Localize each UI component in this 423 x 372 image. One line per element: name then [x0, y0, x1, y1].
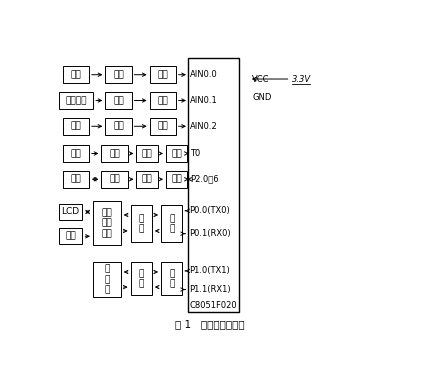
Text: 调理: 调理: [113, 70, 124, 79]
Text: 滤波: 滤波: [109, 149, 120, 158]
Bar: [150, 118, 176, 135]
Text: 光
隔: 光 隔: [139, 214, 144, 233]
Bar: [63, 118, 89, 135]
Text: P1.1(RX1): P1.1(RX1): [190, 285, 231, 294]
Text: 温度: 温度: [71, 70, 81, 79]
Text: VCC: VCC: [252, 74, 270, 83]
Bar: [102, 171, 128, 188]
Bar: [105, 118, 132, 135]
Bar: [150, 66, 176, 83]
Text: 放大: 放大: [157, 96, 168, 105]
Text: 风速: 风速: [71, 149, 81, 158]
Text: AIN0.2: AIN0.2: [190, 122, 218, 131]
Bar: [105, 66, 132, 83]
Text: 驱
动: 驱 动: [169, 269, 174, 289]
Bar: [188, 58, 239, 312]
Text: 3.3V: 3.3V: [292, 74, 311, 83]
Text: 放大: 放大: [157, 122, 168, 131]
Bar: [166, 145, 187, 162]
Text: 放大: 放大: [157, 70, 168, 79]
Text: 驱动: 驱动: [142, 175, 153, 184]
Text: P0.0(TX0): P0.0(TX0): [190, 206, 231, 215]
Text: LCD: LCD: [61, 208, 80, 217]
Bar: [131, 205, 152, 242]
Text: 光
隔: 光 隔: [139, 269, 144, 289]
Text: 图 1   气象仪原理框图: 图 1 气象仪原理框图: [176, 319, 245, 329]
Bar: [137, 145, 158, 162]
Bar: [161, 262, 182, 295]
Bar: [102, 145, 128, 162]
Bar: [105, 92, 132, 109]
Bar: [59, 92, 93, 109]
Bar: [161, 205, 182, 242]
Text: 键盘: 键盘: [65, 232, 76, 241]
Text: 驱动: 驱动: [142, 149, 153, 158]
Text: AIN0.1: AIN0.1: [190, 96, 218, 105]
Bar: [63, 145, 89, 162]
Text: 风向: 风向: [71, 175, 81, 184]
Text: 分压: 分压: [113, 122, 124, 131]
Bar: [59, 228, 82, 244]
Bar: [150, 92, 176, 109]
Text: AIN0.0: AIN0.0: [190, 70, 218, 79]
Text: T0: T0: [190, 149, 200, 158]
Bar: [63, 171, 89, 188]
Text: P0.1(RX0): P0.1(RX0): [190, 229, 231, 238]
Text: 气压: 气压: [71, 122, 81, 131]
Bar: [93, 262, 121, 297]
Text: P2.0～6: P2.0～6: [190, 175, 219, 184]
Bar: [59, 204, 82, 220]
Text: 显示
控制
单元: 显示 控制 单元: [102, 208, 112, 238]
Bar: [131, 262, 152, 295]
Text: 整形: 整形: [109, 175, 120, 184]
Bar: [63, 66, 89, 83]
Bar: [93, 201, 121, 245]
Text: 调理: 调理: [113, 96, 124, 105]
Text: 上
位
机: 上 位 机: [104, 264, 110, 294]
Text: 光隔: 光隔: [171, 149, 182, 158]
Text: P1.0(TX1): P1.0(TX1): [190, 266, 231, 275]
Bar: [137, 171, 158, 188]
Text: GND: GND: [252, 93, 272, 102]
Text: C8051F020: C8051F020: [190, 301, 237, 310]
Text: 光隔: 光隔: [171, 175, 182, 184]
Text: 相对湿度: 相对湿度: [65, 96, 87, 105]
Text: 驱
动: 驱 动: [169, 214, 174, 233]
Bar: [166, 171, 187, 188]
